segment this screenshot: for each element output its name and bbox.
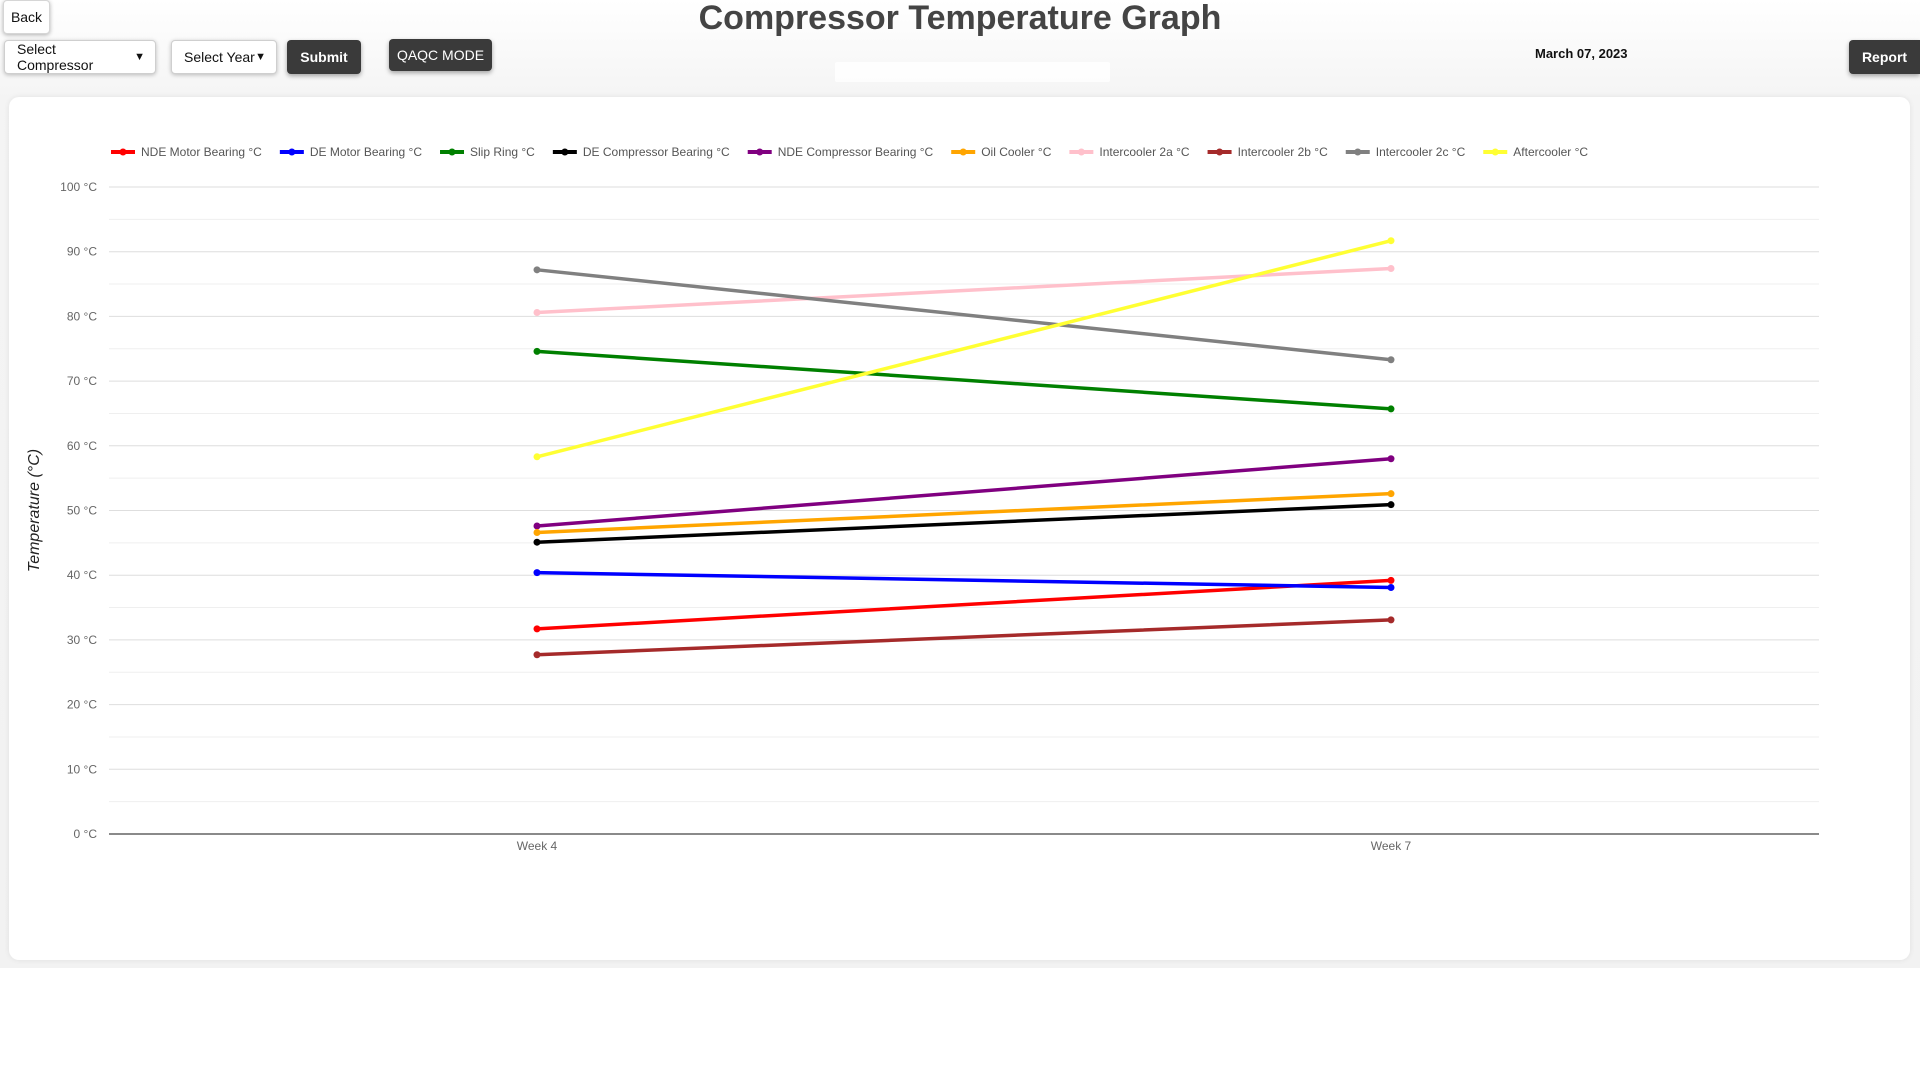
legend-label: Aftercooler °C	[1513, 145, 1588, 159]
legend-label: DE Compressor Bearing °C	[583, 145, 730, 159]
y-tick-label: 60 °C	[67, 439, 97, 453]
legend-marker	[119, 148, 127, 156]
legend-marker	[448, 148, 456, 156]
chevron-down-icon: ▼	[255, 51, 266, 63]
series-line	[535, 349, 1393, 411]
data-point	[533, 651, 541, 659]
y-tick-label: 70 °C	[67, 374, 97, 388]
y-tick-label: 50 °C	[67, 504, 97, 518]
data-point	[533, 347, 541, 355]
series-line	[535, 268, 1393, 362]
legend-marker	[1354, 148, 1362, 156]
legend-marker	[756, 148, 764, 156]
series-line	[535, 266, 1393, 315]
data-point	[1387, 583, 1395, 591]
year-select-value: Select Year	[184, 49, 255, 65]
legend-label: Intercooler 2c °C	[1376, 145, 1466, 159]
data-point	[533, 266, 541, 274]
data-point	[1387, 576, 1395, 584]
y-tick-label: 0 °C	[74, 827, 98, 841]
y-tick-label: 90 °C	[67, 245, 97, 259]
data-point	[533, 538, 541, 546]
y-tick-label: 10 °C	[67, 762, 97, 776]
chevron-down-icon: ▼	[134, 51, 145, 63]
year-select[interactable]: Select Year ▼	[171, 40, 277, 74]
legend-marker	[1077, 148, 1085, 156]
data-point	[1387, 490, 1395, 498]
data-point	[533, 453, 541, 461]
submit-button[interactable]: Submit	[287, 40, 361, 74]
chart-card: 0 °C 10 °C 20 °C 30 °C 40 °C 50 °C 60 °C 70 °C 8…	[9, 97, 1910, 960]
page-title: Compressor Temperature Graph	[698, 0, 1222, 37]
data-point	[1387, 455, 1395, 463]
legend-marker	[1491, 148, 1499, 156]
series-line	[535, 502, 1393, 544]
legend-label: NDE Compressor Bearing °C	[778, 145, 934, 159]
data-point	[1387, 501, 1395, 509]
temperature-line-chart: 0 °C 10 °C 20 °C 30 °C 40 °C 50 °C 60 °C 70 °C 8…	[26, 145, 1819, 853]
data-point	[1387, 616, 1395, 624]
series-line	[535, 618, 1393, 657]
data-point	[1387, 405, 1395, 413]
data-point	[1387, 237, 1395, 245]
hidden-panel	[835, 62, 1110, 82]
y-tick-label: 20 °C	[67, 698, 97, 712]
back-button[interactable]: Back	[3, 0, 50, 34]
legend-label: Slip Ring °C	[470, 145, 535, 159]
x-tick-label: Week 4	[517, 839, 558, 853]
data-point	[533, 625, 541, 633]
data-point	[533, 569, 541, 577]
series-line	[535, 491, 1393, 535]
legend-marker	[561, 148, 569, 156]
x-tick-label: Week 7	[1371, 839, 1412, 853]
compressor-select[interactable]: Select Compressor ▼	[4, 40, 156, 74]
legend-label: Intercooler 2b °C	[1238, 145, 1329, 159]
legend-label: NDE Motor Bearing °C	[141, 145, 262, 159]
legend-marker	[959, 148, 967, 156]
y-tick-label: 100 °C	[60, 180, 97, 194]
series-line	[535, 570, 1393, 590]
compressor-select-value: Select Compressor	[17, 41, 94, 73]
y-tick-label: 30 °C	[67, 633, 97, 647]
y-tick-label: 80 °C	[67, 309, 97, 323]
legend-marker	[288, 148, 296, 156]
legend-label: DE Motor Bearing °C	[310, 145, 423, 159]
data-point	[1387, 356, 1395, 364]
series-line	[535, 456, 1393, 528]
y-axis-title: Temperature (°C)	[26, 449, 43, 572]
current-date: March 07, 2023	[1535, 46, 1628, 61]
qaqc-mode-button[interactable]: QAQC MODE	[389, 39, 492, 71]
legend-label: Oil Cooler °C	[981, 145, 1051, 159]
series-line	[535, 238, 1393, 459]
data-point	[533, 309, 541, 317]
legend-marker	[1216, 148, 1224, 156]
data-point	[533, 528, 541, 536]
data-point	[1387, 265, 1395, 273]
series-line	[535, 578, 1393, 631]
legend-label: Intercooler 2a °C	[1099, 145, 1190, 159]
y-tick-label: 40 °C	[67, 568, 97, 582]
report-button[interactable]: Report	[1849, 40, 1920, 74]
data-point	[533, 522, 541, 530]
